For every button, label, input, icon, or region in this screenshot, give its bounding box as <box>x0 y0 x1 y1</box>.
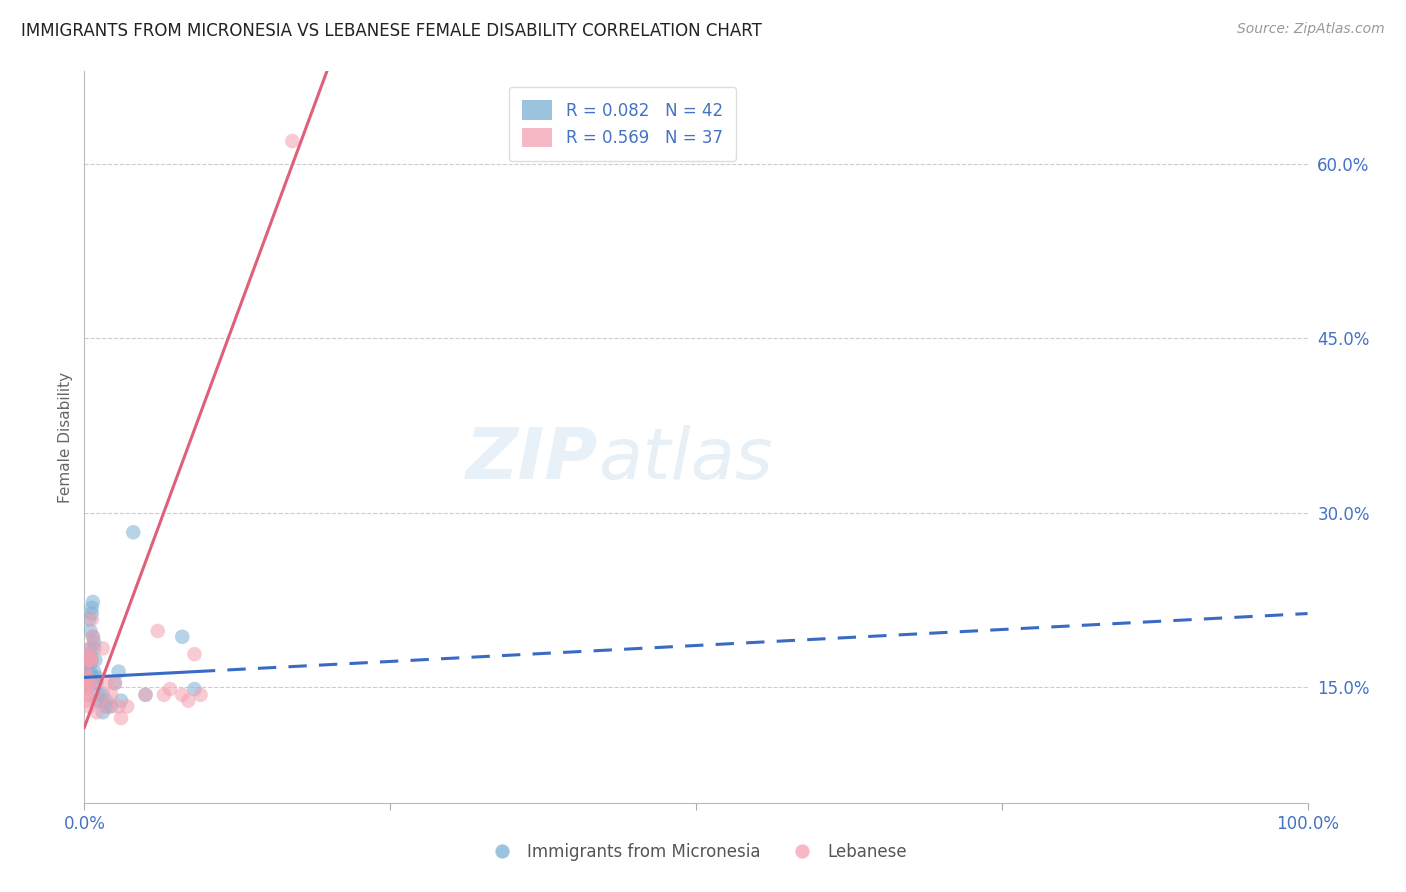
Point <box>76 676 98 690</box>
Point <box>80 653 103 667</box>
Point <box>77 653 100 667</box>
Point <box>79 653 101 667</box>
Point <box>96 693 118 707</box>
Point <box>96 699 118 714</box>
Point <box>86 676 108 690</box>
Point <box>83 641 105 656</box>
Point <box>82 670 104 684</box>
Point <box>79 641 101 656</box>
Point <box>110 693 132 707</box>
Point <box>87 693 110 707</box>
Legend: Immigrants from Micronesia, Lebanese: Immigrants from Micronesia, Lebanese <box>478 837 914 868</box>
Point <box>190 688 212 702</box>
Point <box>183 647 205 661</box>
Point <box>77 699 100 714</box>
Point <box>76 676 98 690</box>
Point <box>183 681 205 696</box>
Point <box>75 688 97 702</box>
Point <box>100 688 122 702</box>
Point <box>77 612 100 626</box>
Y-axis label: Female Disability: Female Disability <box>58 371 73 503</box>
Point <box>77 676 100 690</box>
Point <box>80 607 103 621</box>
Point <box>76 681 98 696</box>
Point <box>135 688 157 702</box>
Point <box>91 688 114 702</box>
Point <box>107 699 129 714</box>
Point <box>77 647 100 661</box>
Point <box>77 688 100 702</box>
Point <box>104 676 127 690</box>
Point <box>100 699 122 714</box>
Point <box>75 665 97 679</box>
Point <box>146 624 169 638</box>
Text: atlas: atlas <box>598 425 773 493</box>
Text: IMMIGRANTS FROM MICRONESIA VS LEBANESE FEMALE DISABILITY CORRELATION CHART: IMMIGRANTS FROM MICRONESIA VS LEBANESE F… <box>21 22 762 40</box>
Point <box>97 699 120 714</box>
Point <box>83 676 105 690</box>
Point <box>91 705 114 719</box>
Point <box>82 630 104 644</box>
Point <box>77 653 100 667</box>
Point <box>79 665 101 679</box>
Point <box>80 600 103 615</box>
Point <box>75 676 97 690</box>
Point <box>77 647 100 661</box>
Point <box>80 612 103 626</box>
Point <box>115 699 138 714</box>
Point <box>104 676 127 690</box>
Point <box>172 688 194 702</box>
Point <box>87 693 110 707</box>
Point <box>76 661 98 675</box>
Point <box>82 630 104 644</box>
Point <box>153 688 176 702</box>
Point <box>76 668 98 682</box>
Point <box>77 658 100 673</box>
Point <box>77 673 100 687</box>
Point <box>77 680 100 694</box>
Point <box>107 665 129 679</box>
Point <box>91 641 114 656</box>
Point <box>83 635 105 649</box>
Point <box>82 595 104 609</box>
Point <box>75 670 97 684</box>
Point <box>75 665 97 679</box>
Point <box>135 688 157 702</box>
Point <box>122 525 145 540</box>
Point <box>80 653 103 667</box>
Point <box>96 676 118 690</box>
Point <box>86 705 108 719</box>
Point <box>159 681 181 696</box>
Point <box>86 693 108 707</box>
Point <box>75 654 97 668</box>
Point <box>76 670 98 684</box>
Point <box>86 670 108 684</box>
Point <box>75 693 97 707</box>
Point <box>87 688 110 702</box>
Point <box>281 134 304 148</box>
Point <box>177 693 200 707</box>
Point <box>172 630 194 644</box>
Point <box>84 653 107 667</box>
Point <box>83 665 105 679</box>
Point <box>79 624 101 638</box>
Text: ZIP: ZIP <box>465 425 598 493</box>
Point <box>110 711 132 725</box>
Text: Source: ZipAtlas.com: Source: ZipAtlas.com <box>1237 22 1385 37</box>
Point <box>79 641 101 656</box>
